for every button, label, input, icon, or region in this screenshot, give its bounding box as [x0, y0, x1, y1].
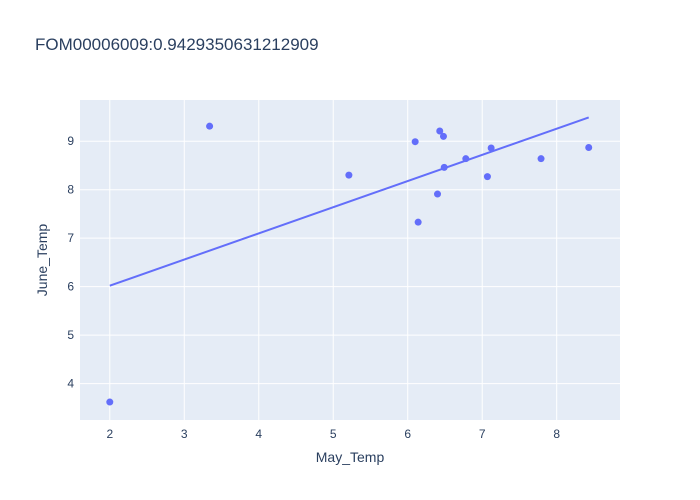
data-point	[206, 122, 214, 130]
data-point	[439, 132, 447, 140]
data-point	[487, 144, 495, 152]
data-point	[436, 127, 444, 135]
data-point	[345, 171, 353, 179]
x-tick-label: 5	[330, 427, 337, 441]
data-point	[106, 398, 114, 406]
y-tick-label: 5	[67, 328, 74, 342]
data-point	[411, 138, 419, 146]
y-tick-label: 4	[67, 377, 74, 391]
y-tick-label: 9	[67, 134, 74, 148]
data-point	[585, 144, 593, 152]
y-axis-title: June_Temp	[34, 224, 50, 297]
x-tick-labels: 2 3 4 5 6 7 8	[106, 427, 560, 441]
x-tick-label: 6	[404, 427, 411, 441]
y-tick-labels: 4 5 6 7 8 9	[67, 134, 74, 390]
x-axis-title: May_Temp	[316, 449, 385, 465]
data-point	[483, 173, 491, 181]
data-point	[414, 218, 422, 226]
x-tick-label: 8	[553, 427, 560, 441]
data-point	[462, 155, 470, 163]
data-point	[537, 155, 545, 163]
x-tick-label: 3	[181, 427, 188, 441]
chart-title: FOM00006009:0.9429350631212909	[35, 35, 319, 54]
trendline	[109, 116, 590, 287]
y-tick-label: 7	[67, 231, 74, 245]
y-tick-label: 8	[67, 183, 74, 197]
x-tick-label: 7	[479, 427, 486, 441]
data-point	[434, 190, 442, 198]
plot-background	[80, 100, 620, 420]
x-tick-label: 2	[106, 427, 113, 441]
data-point	[440, 163, 448, 171]
data-points	[106, 122, 593, 406]
trendline-group	[109, 116, 590, 287]
x-tick-label: 4	[255, 427, 262, 441]
grid-lines	[80, 100, 620, 420]
y-tick-label: 6	[67, 280, 74, 294]
